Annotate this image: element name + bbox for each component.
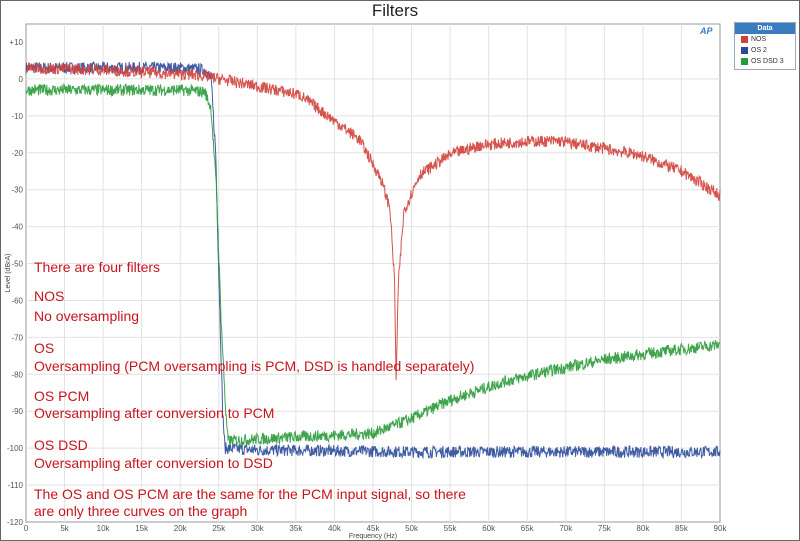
x-tick-label: 80k [636,524,650,533]
legend-item-osdsd3[interactable]: OS DSD 3 [735,56,795,67]
x-tick-label: 20k [174,524,188,533]
x-tick-label: 70k [559,524,573,533]
x-tick-label: 0 [24,524,29,533]
annotation: OS [34,340,55,356]
annotation: Oversampling (PCM oversampling is PCM, D… [34,358,475,374]
annotation: OS PCM [34,388,90,404]
annotation: The OS and OS PCM are the same for the P… [34,486,466,502]
y-tick-label: -40 [11,223,23,232]
y-axis-label: Level (dBrA) [5,254,12,293]
y-tick-label: -70 [11,333,23,342]
legend-swatch [741,47,748,54]
annotation: Oversampling after conversion to PCM [34,405,275,421]
annotation: No oversampling [34,308,140,324]
y-tick-label: +10 [9,38,23,47]
legend-title: Data [735,23,795,34]
legend-swatch [741,36,748,43]
x-tick-label: 40k [328,524,342,533]
x-tick-label: 55k [444,524,458,533]
y-tick-label: -30 [11,186,23,195]
x-tick-label: 5k [60,524,69,533]
legend-label: NOS [751,36,767,43]
y-tick-label: -60 [11,296,23,305]
x-tick-label: 10k [97,524,111,533]
legend-item-os2[interactable]: OS 2 [735,45,795,56]
y-tick-label: -10 [11,112,23,121]
legend: Data NOS OS 2 OS DSD 3 [734,22,796,70]
x-tick-label: 60k [482,524,496,533]
y-tick-label: -120 [7,518,24,527]
x-tick-label: 65k [521,524,535,533]
x-axis-label: Frequency (Hz) [349,533,397,540]
y-tick-label: -20 [11,149,23,158]
series-line-os-dsd-3 [25,82,720,447]
annotation: Oversampling after conversion to DSD [34,455,273,471]
legend-swatch [741,58,748,65]
x-tick-label: 45k [367,524,381,533]
series-line-nos [25,62,721,381]
y-tick-label: -80 [11,370,23,379]
annotation: are only three curves on the graph [34,503,248,519]
ap-logo: AP [700,26,713,36]
x-tick-label: 30k [251,524,265,533]
x-tick-label: 25k [212,524,226,533]
annotation: OS DSD [34,437,88,453]
x-tick-label: 50k [405,524,419,533]
y-tick-label: -50 [11,260,23,269]
x-tick-label: 85k [675,524,689,533]
annotation: NOS [34,288,65,304]
legend-label: OS DSD 3 [751,58,784,65]
x-tick-label: 15k [135,524,149,533]
x-tick-label: 90k [714,524,728,533]
y-tick-label: -100 [7,444,24,453]
legend-label: OS 2 [751,47,767,54]
legend-item-nos[interactable]: NOS [735,34,795,45]
x-tick-label: 35k [289,524,303,533]
x-tick-label: 75k [598,524,612,533]
y-tick-label: -110 [8,481,24,490]
chart-title: Filters [371,1,419,20]
y-tick-label: -90 [11,407,23,416]
annotation: There are four filters [34,259,161,275]
y-tick-label: 0 [19,75,24,84]
